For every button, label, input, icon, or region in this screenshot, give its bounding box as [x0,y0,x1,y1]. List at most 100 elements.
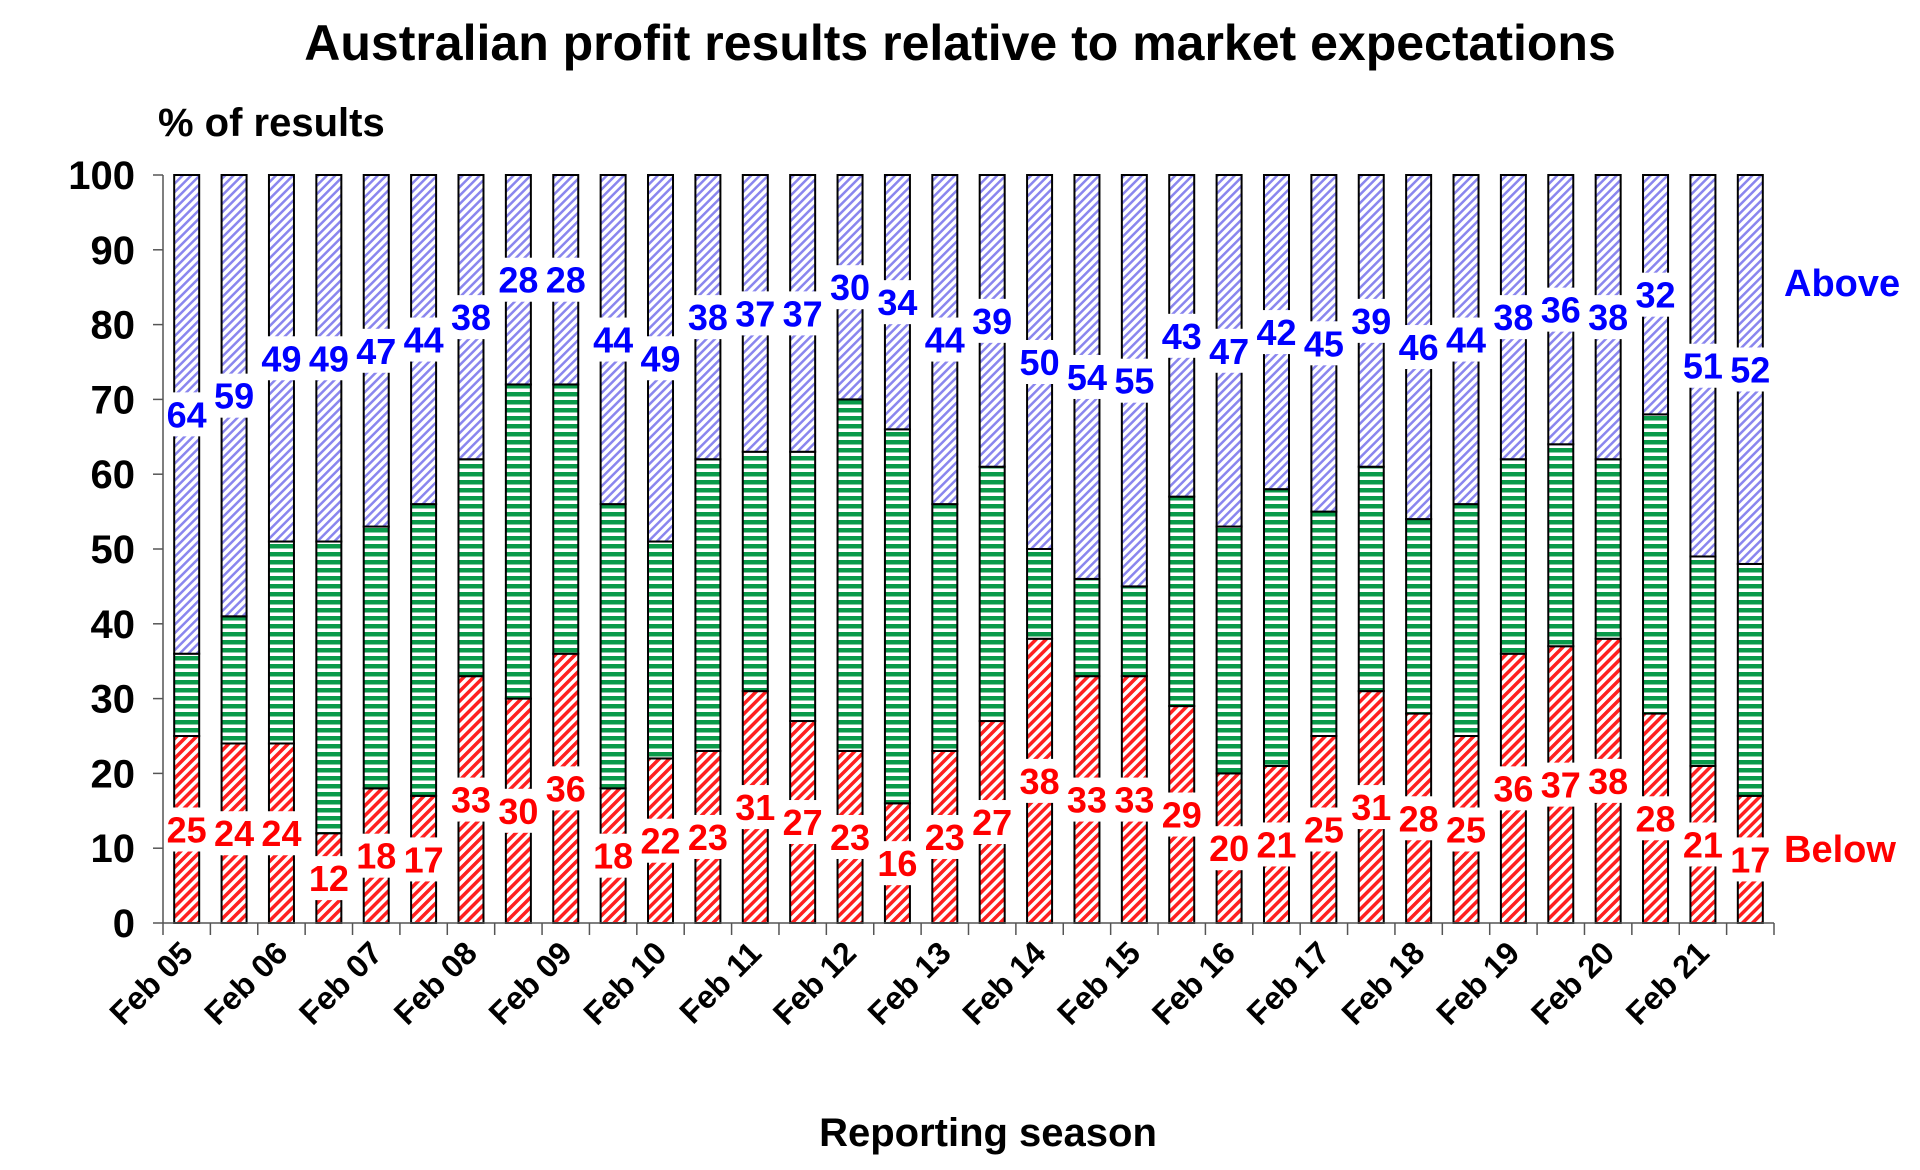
x-tick-label: Feb 14 [955,934,1052,1031]
label-below-bg [164,807,209,852]
label-above-bg [1680,343,1725,388]
label-above-bg [1444,317,1489,362]
label-below-bg [1017,758,1062,803]
bar-inline [1168,495,1196,708]
series-label-below: Below [1784,829,1896,871]
label-above: 38 [688,297,728,338]
label-below-bg [970,800,1015,845]
label-below-bg [1586,758,1631,803]
label-above: 55 [1114,361,1154,402]
label-above: 50 [1020,342,1060,383]
x-tick-label: Feb 16 [1145,934,1242,1031]
bar-inline [978,465,1006,723]
series-label-above: Above [1784,263,1900,305]
y-tick-label: 40 [91,603,136,647]
bar-inline [1357,465,1385,693]
label-below-bg [448,777,493,822]
y-tick-label: 50 [91,528,136,572]
y-tick-label: 10 [91,827,136,871]
label-above: 38 [1493,297,1533,338]
label-above: 34 [877,282,917,323]
label-above: 38 [451,297,491,338]
label-above: 46 [1399,327,1439,368]
x-tick-label: Feb 19 [1429,934,1526,1031]
bar-inline [1689,555,1717,767]
label-below-bg [733,785,778,830]
label-above: 28 [546,260,586,301]
label-below-bg [401,837,446,882]
label-above-bg [1159,313,1204,358]
label-below-bg [354,833,399,878]
label-below-bg [496,788,541,833]
x-tick-label: Feb 12 [766,934,863,1031]
label-below-bg [1254,822,1299,867]
label-above: 44 [404,320,444,361]
label-above-bg [780,291,825,336]
bar-inline [647,540,675,760]
x-tick-label: Feb 08 [387,934,484,1031]
x-tick-label: Feb 15 [1050,934,1147,1031]
label-above-bg [685,295,730,340]
label-below: 17 [1730,839,1770,880]
bar-inline [1310,510,1338,737]
label-below: 31 [1351,787,1391,828]
y-tick-label: 20 [91,752,136,796]
bar-inline [1073,577,1101,678]
y-tick-label: 90 [91,229,136,273]
label-above: 28 [498,260,538,301]
label-below-bg [1064,777,1109,822]
bar-inline [836,398,864,752]
label-below-bg [1633,796,1678,841]
label-below: 27 [783,802,823,843]
x-tick-label: Feb 06 [197,934,294,1031]
bar-inline [1736,562,1764,797]
label-above-bg [1633,272,1678,317]
label-above: 45 [1304,323,1344,364]
bar-inline [694,458,722,752]
label-below: 28 [1399,798,1439,839]
y-axis: 0 10 20 30 40 50 60 70 80 90 100 [68,154,164,946]
label-above-bg [591,317,636,362]
bar-inline [267,540,295,745]
bar-inline [883,428,911,805]
label-above: 37 [783,293,823,334]
label-above: 51 [1683,346,1723,387]
bar-inline [173,652,201,737]
label-above: 38 [1588,297,1628,338]
x-axis-label: Reporting season [819,1111,1157,1155]
chart-title: Australian profit results relative to ma… [304,15,1616,71]
label-above: 30 [830,267,870,308]
label-above-bg [922,317,967,362]
label-above: 47 [356,331,396,372]
label-above: 47 [1209,331,1249,372]
label-above-bg [401,317,446,362]
label-below-bg [259,811,304,856]
label-above-bg [1017,340,1062,384]
bar-inline [1405,518,1433,715]
y-tick-label: 30 [91,678,136,722]
data-labels: 2564245924491249184717443338302836281844… [164,257,1773,901]
label-below: 38 [1588,761,1628,802]
label-above: 39 [972,301,1012,342]
label-below: 23 [688,817,728,858]
label-below: 31 [735,787,775,828]
bar-inline [1215,525,1243,775]
label-above-bg [543,257,588,302]
label-below-bg [543,766,588,811]
label-below: 37 [1541,765,1581,806]
label-above-bg [1538,287,1583,332]
label-below-bg [828,814,873,859]
label-below-bg [591,833,636,878]
label-above-bg [1207,328,1252,373]
label-below: 20 [1209,828,1249,869]
label-below: 30 [498,791,538,832]
label-above-bg [1728,347,1773,392]
label-below: 22 [640,821,680,862]
label-below-bg [1207,826,1252,871]
bar-inline [362,525,390,790]
label-above: 39 [1351,301,1391,342]
x-tick-label: Feb 07 [292,934,389,1031]
label-above: 37 [735,293,775,334]
label-below-bg [1349,785,1394,830]
